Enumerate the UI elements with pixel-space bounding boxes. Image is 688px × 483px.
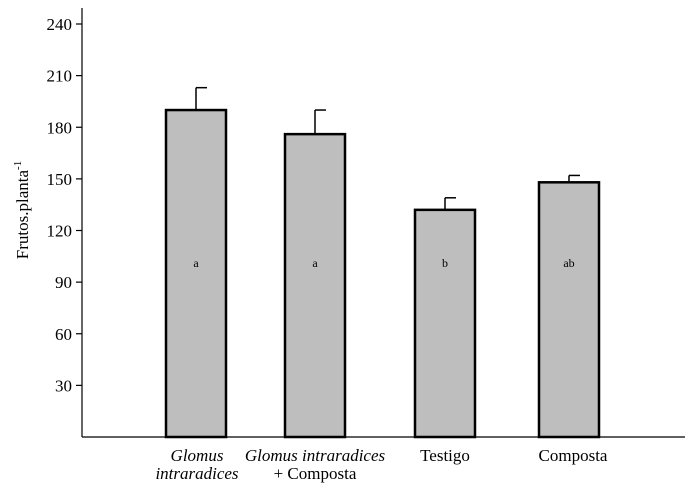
y-tick-label: 60 [55, 325, 72, 344]
y-tick-label: 90 [55, 273, 72, 292]
bar [283, 132, 347, 439]
y-axis-label-text: Frutos.planta [13, 170, 32, 260]
y-ticks: 30 60 90 120 150 180 210 240 [47, 15, 82, 395]
y-axis-label: Frutos.planta-1 [12, 161, 32, 259]
error-bars [195, 86, 580, 210]
x-category-label-line2: + Composta [274, 464, 357, 483]
y-tick-label: 120 [47, 222, 73, 241]
bars [164, 108, 601, 439]
y-tick-label: 240 [47, 15, 73, 34]
y-tick-label: 210 [47, 67, 73, 86]
x-category-label: Glomus intraradices [245, 446, 386, 465]
x-category-label-line2: intraradices [155, 464, 238, 483]
x-category-label: Composta [539, 446, 608, 465]
y-tick-label: 150 [47, 170, 73, 189]
y-axis-label-superscript: -1 [12, 161, 24, 170]
bar [413, 208, 477, 439]
y-tick-label: 30 [55, 376, 72, 395]
significance-letters: a a b ab [193, 256, 574, 270]
bar [164, 108, 228, 439]
bar-significance-letter: b [442, 256, 448, 270]
bar-significance-letter: a [193, 256, 199, 270]
x-category-label: Testigo [420, 446, 470, 465]
bar [537, 181, 601, 439]
bar-significance-letter: ab [563, 256, 574, 270]
x-category-label: Glomus [171, 446, 224, 465]
bar-significance-letter: a [312, 256, 318, 270]
y-tick-label: 180 [47, 118, 73, 137]
